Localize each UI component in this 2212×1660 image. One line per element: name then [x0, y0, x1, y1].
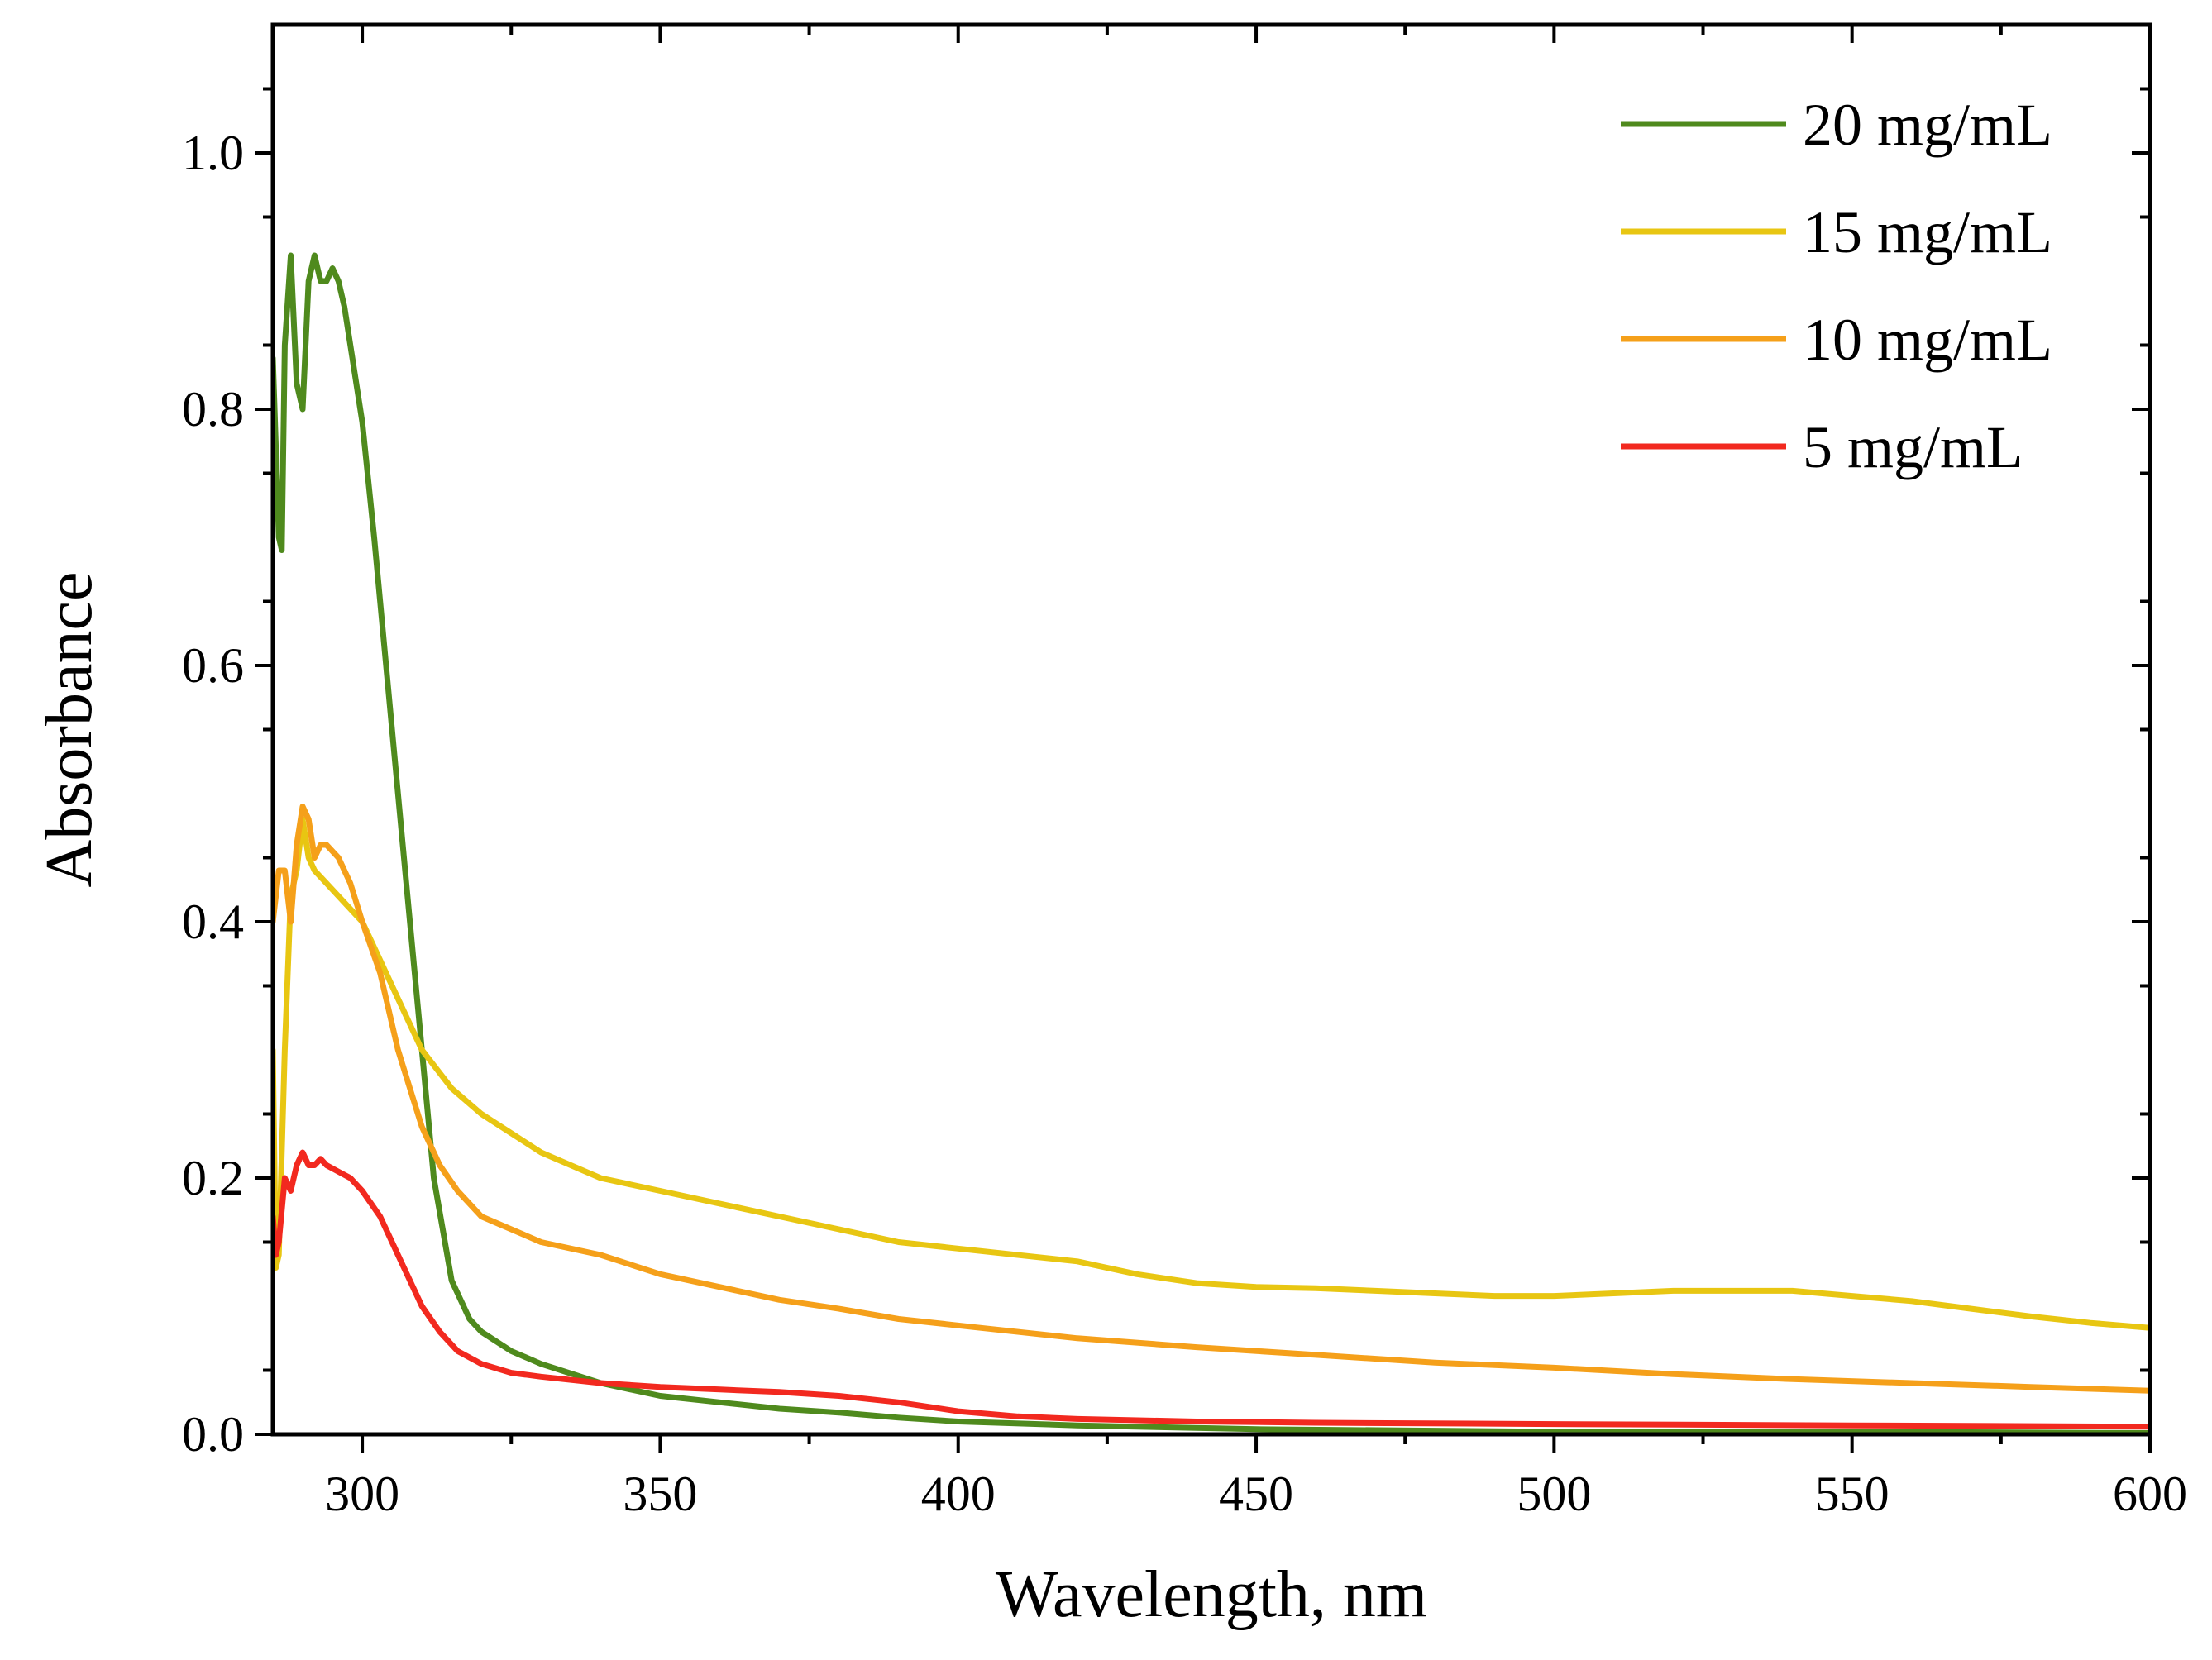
y-tick-label: 0.8 [182, 382, 244, 436]
y-tick-label: 0.2 [182, 1151, 244, 1205]
x-axis-title: Wavelength, nm [996, 1558, 1427, 1631]
legend-label-2: 15 mg/mL [1803, 199, 2052, 265]
y-tick-label: 0.6 [182, 638, 244, 693]
x-tick-label: 400 [921, 1467, 996, 1521]
y-axis-title: Absorbance [33, 571, 106, 887]
series-group [273, 252, 2150, 1434]
series-line-1 [273, 252, 2150, 1434]
x-tick-label: 600 [2113, 1467, 2187, 1521]
x-tick-label: 550 [1815, 1467, 1890, 1521]
x-tick-label: 300 [325, 1467, 399, 1521]
series-line-2 [273, 816, 2150, 1331]
x-tick-label: 500 [1517, 1467, 1591, 1521]
legend: 20 mg/mL 15 mg/mL 10 mg/mL 5 mg/mL [1621, 92, 2052, 480]
series-line-3 [273, 804, 2150, 1394]
y-tick-label: 0.4 [182, 894, 244, 949]
legend-label-3: 10 mg/mL [1803, 307, 2052, 373]
y-tick-label: 0.0 [182, 1407, 244, 1462]
legend-label-4: 5 mg/mL [1803, 414, 2023, 480]
series-line-4 [273, 1149, 2150, 1430]
x-tick-label: 450 [1219, 1467, 1293, 1521]
legend-label-1: 20 mg/mL [1803, 92, 2052, 158]
x-tick-label: 350 [623, 1467, 697, 1521]
y-tick-label: 1.0 [182, 126, 244, 180]
axes-group: 300 350 400 450 500 550 600 0.0 0.2 0.4 0.6 0.8 1.0 [182, 22, 2187, 1521]
